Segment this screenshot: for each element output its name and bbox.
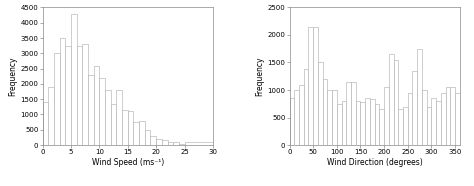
Bar [332, 90, 337, 145]
Bar [117, 90, 122, 145]
X-axis label: Wind Speed (ms⁻¹): Wind Speed (ms⁻¹) [91, 158, 164, 167]
Bar [370, 99, 374, 145]
Bar [173, 142, 179, 145]
Bar [323, 79, 328, 145]
Bar [77, 46, 82, 145]
Bar [167, 142, 173, 145]
Bar [184, 142, 213, 145]
Bar [417, 49, 422, 145]
Bar [360, 102, 365, 145]
Bar [145, 130, 150, 145]
Bar [346, 82, 351, 145]
Bar [156, 139, 162, 145]
Bar [422, 90, 427, 145]
Bar [54, 53, 60, 145]
Bar [374, 104, 379, 145]
Bar [60, 38, 65, 145]
Bar [398, 109, 403, 145]
Bar [128, 111, 134, 145]
Bar [455, 93, 460, 145]
Bar [82, 44, 88, 145]
Bar [318, 62, 323, 145]
Bar [179, 144, 184, 145]
Bar [309, 27, 313, 145]
Bar [111, 104, 117, 145]
Bar [408, 93, 412, 145]
Bar [412, 71, 417, 145]
Bar [379, 109, 384, 145]
Bar [365, 98, 370, 145]
Bar [427, 107, 431, 145]
Bar [294, 90, 299, 145]
Bar [134, 122, 139, 145]
Bar [436, 101, 441, 145]
Bar [351, 82, 356, 145]
Bar [313, 27, 318, 145]
Bar [65, 46, 71, 145]
Bar [88, 75, 94, 145]
Bar [384, 87, 389, 145]
Bar [290, 98, 294, 145]
Bar [299, 84, 304, 145]
Bar [389, 54, 393, 145]
Bar [71, 14, 77, 145]
Bar [342, 101, 346, 145]
Y-axis label: Frequency: Frequency [255, 57, 264, 96]
Bar [441, 93, 446, 145]
Bar [105, 90, 111, 145]
Bar [356, 101, 360, 145]
Bar [403, 107, 408, 145]
Bar [328, 90, 332, 145]
Bar [337, 104, 342, 145]
Bar [450, 87, 455, 145]
Bar [122, 110, 128, 145]
Bar [431, 98, 436, 145]
Bar [304, 69, 309, 145]
Bar [43, 102, 48, 145]
Bar [139, 121, 145, 145]
Bar [162, 140, 167, 145]
Bar [48, 87, 54, 145]
Y-axis label: Frequency: Frequency [9, 57, 18, 96]
X-axis label: Wind Direction (degrees): Wind Direction (degrees) [327, 158, 422, 167]
Bar [150, 136, 156, 145]
Bar [446, 87, 450, 145]
Bar [393, 60, 398, 145]
Bar [100, 78, 105, 145]
Bar [94, 65, 100, 145]
